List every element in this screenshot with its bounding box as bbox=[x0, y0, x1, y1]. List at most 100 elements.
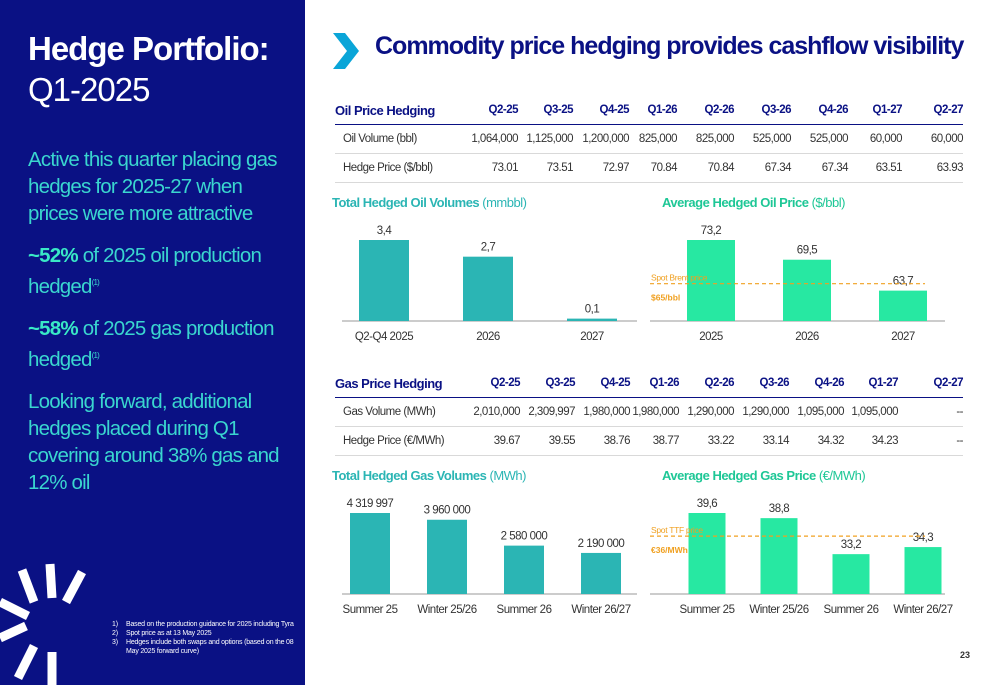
category-label: Summer 25 bbox=[343, 604, 398, 616]
table-cell: 70.84 bbox=[677, 153, 735, 183]
category-label: 2027 bbox=[891, 331, 915, 343]
column-header: Q4-26 bbox=[789, 370, 845, 398]
column-header: Q1-27 bbox=[848, 97, 903, 125]
column-header: Q1-26 bbox=[630, 370, 680, 398]
gas-volume-chart: 4 319 997 Summer 25 3 960 000 Winter 25/26 2… bbox=[342, 498, 637, 616]
page-title: Commodity price hedging provides cashflo… bbox=[375, 32, 964, 60]
oil-volume-chart: 3,4 Q2-Q4 2025 2,7 2026 0,1 2027 bbox=[342, 225, 637, 343]
gas-volume-chart-title: Total Hedged Gas Volumes (MWh) bbox=[332, 468, 526, 483]
table-cell: 825,000 bbox=[677, 124, 735, 154]
oil-price-chart-title: Average Hedged Oil Price ($/bbl) bbox=[662, 195, 845, 210]
table-cell: 34.23 bbox=[844, 426, 899, 456]
table-cell: 67.34 bbox=[791, 153, 849, 183]
reference-label: Spot TTF price bbox=[651, 525, 703, 535]
table-cell: 825,000 bbox=[629, 124, 678, 154]
gas-price-chart-title: Average Hedged Gas Price (€/MWh) bbox=[662, 468, 866, 483]
gas-hedged-pct: ~58% bbox=[28, 316, 79, 340]
footnote-2: 2) Spot price as at 13 May 2025 bbox=[112, 630, 212, 637]
bar bbox=[463, 256, 513, 321]
bar bbox=[832, 554, 870, 594]
table-cell: 1,095,000 bbox=[789, 397, 845, 427]
table-cell: 34.32 bbox=[789, 426, 845, 456]
table-cell: 73.51 bbox=[518, 153, 574, 183]
reference-value-label: €36/MWh bbox=[651, 545, 688, 555]
bar bbox=[581, 552, 621, 594]
data-label: 34,3 bbox=[913, 532, 933, 544]
table-cell: -- bbox=[898, 397, 964, 427]
reference-label: Spot Brent price bbox=[651, 273, 708, 283]
table-row: Hedge Price ($/bbl) 73.01 73.51 72.97 70.84 7… bbox=[335, 153, 964, 183]
table-cell: 2,010,000 bbox=[465, 397, 521, 427]
table-cell: 39.55 bbox=[520, 426, 576, 456]
category-label: 2027 bbox=[580, 331, 604, 343]
bar bbox=[879, 290, 927, 321]
table-cell: -- bbox=[898, 426, 964, 456]
column-header: Q2-27 bbox=[898, 370, 964, 398]
data-label: 2 190 000 bbox=[578, 538, 625, 550]
column-header: Q1-26 bbox=[629, 97, 678, 125]
point-active-hedging: Active this quarter placing gas hedges f… bbox=[28, 148, 277, 225]
footnote-1: 1) Based on the production guidance for 2… bbox=[112, 621, 294, 628]
column-header: Q3-26 bbox=[734, 370, 790, 398]
category-label: 2025 bbox=[699, 331, 723, 343]
data-label: 38,8 bbox=[769, 503, 789, 515]
column-header: Q2-25 bbox=[465, 370, 521, 398]
oil-price-chart: 73,2 2025 69,5 2026 63,7 2027 Spot Brent price… bbox=[650, 225, 945, 343]
column-header: Q2-26 bbox=[679, 370, 735, 398]
category-label: Winter 25/26 bbox=[417, 604, 476, 616]
point-forward-hedges: Looking forward, additional hedges place… bbox=[28, 389, 280, 494]
bar bbox=[687, 240, 735, 321]
table-cell: 1,200,000 bbox=[573, 124, 630, 154]
data-label: 0,1 bbox=[585, 304, 600, 316]
bar bbox=[688, 513, 726, 594]
table-cell: 67.34 bbox=[734, 153, 792, 183]
column-header: Q2-27 bbox=[902, 97, 964, 125]
data-label: 69,5 bbox=[797, 245, 817, 257]
data-label: 2,7 bbox=[481, 242, 496, 254]
chevron-logo-icon bbox=[333, 33, 359, 69]
bar bbox=[350, 513, 390, 594]
column-header: Q3-25 bbox=[520, 370, 576, 398]
category-label: Summer 26 bbox=[824, 604, 879, 616]
table-cell: 1,125,000 bbox=[518, 124, 574, 154]
category-label: 2026 bbox=[795, 331, 819, 343]
table-cell: 2,309,997 bbox=[520, 397, 576, 427]
table-cell: 60,000 bbox=[902, 124, 964, 154]
gas-price-chart: 39,6 Summer 25 38,8 Winter 25/26 33,2 Summer … bbox=[650, 498, 953, 616]
table-cell: 1,980,000 bbox=[630, 397, 680, 427]
column-header: Q4-25 bbox=[575, 370, 631, 398]
table-row: Hedge Price (€/MWh) 39.67 39.55 38.76 38.77 3… bbox=[335, 426, 964, 456]
row-label: Oil Volume (bbl) bbox=[335, 124, 463, 154]
gas-hedged-text: of 2025 gas production hedged bbox=[28, 316, 274, 371]
table-cell: 38.76 bbox=[575, 426, 631, 456]
oil-hedged-pct: ~52% bbox=[28, 244, 79, 267]
column-header: Q2-25 bbox=[463, 97, 519, 125]
table-cell: 1,290,000 bbox=[679, 397, 735, 427]
table-cell: 1,095,000 bbox=[844, 397, 899, 427]
table-cell: 72.97 bbox=[573, 153, 630, 183]
table-cell: 1,980,000 bbox=[575, 397, 631, 427]
table-cell: 60,000 bbox=[848, 124, 903, 154]
row-label: Hedge Price ($/bbl) bbox=[335, 153, 463, 183]
oil-table-title: Oil Price Hedging bbox=[335, 97, 463, 125]
footnote-ref: (1) bbox=[91, 278, 100, 287]
table-cell: 73.01 bbox=[463, 153, 519, 183]
brand-mark-icon bbox=[0, 563, 86, 685]
category-label: Winter 26/27 bbox=[571, 604, 630, 616]
table-cell: 63.51 bbox=[848, 153, 903, 183]
left-panel: Hedge Portfolio: Q1-2025 Active this qua… bbox=[0, 0, 305, 685]
column-header: Q4-25 bbox=[573, 97, 630, 125]
column-header: Q1-27 bbox=[844, 370, 899, 398]
bar bbox=[567, 318, 617, 321]
column-header: Q3-25 bbox=[518, 97, 574, 125]
table-cell: 1,064,000 bbox=[463, 124, 519, 154]
data-label: 73,2 bbox=[701, 225, 721, 237]
panel-subtitle: Q1-2025 bbox=[28, 71, 150, 108]
table-cell: 33.14 bbox=[734, 426, 790, 456]
category-label: 2026 bbox=[476, 331, 500, 343]
data-label: 2 580 000 bbox=[501, 531, 548, 543]
bar bbox=[359, 240, 409, 321]
table-cell: 1,290,000 bbox=[734, 397, 790, 427]
oil-volume-chart-title: Total Hedged Oil Volumes (mmbbl) bbox=[332, 195, 527, 210]
footnote-3: 3) Hedges include both swaps and options … bbox=[112, 639, 294, 655]
